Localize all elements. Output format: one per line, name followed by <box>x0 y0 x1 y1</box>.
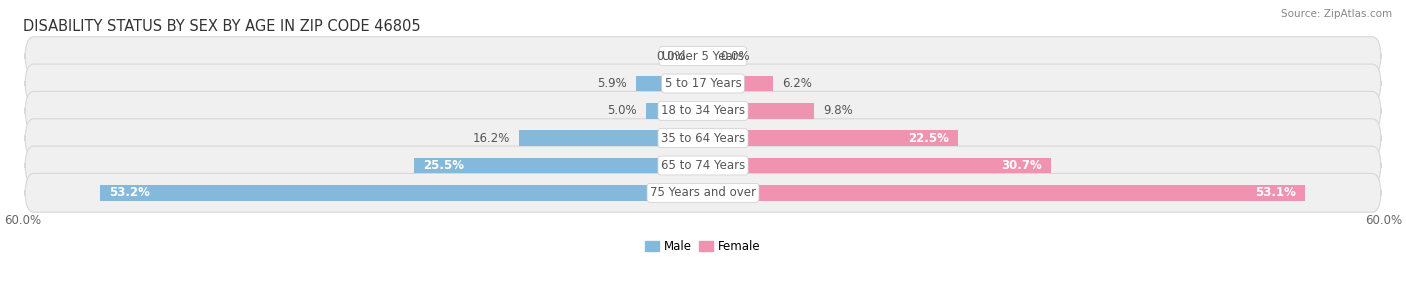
Bar <box>703 76 773 92</box>
Text: 75 Years and over: 75 Years and over <box>650 186 756 199</box>
Text: 9.8%: 9.8% <box>823 104 853 117</box>
Text: 65 to 74 Years: 65 to 74 Years <box>661 159 745 172</box>
Bar <box>703 185 1305 201</box>
Text: 18 to 34 Years: 18 to 34 Years <box>661 104 745 117</box>
Text: 22.5%: 22.5% <box>908 132 949 145</box>
Legend: Male, Female: Male, Female <box>645 240 761 253</box>
Bar <box>636 76 703 92</box>
Text: DISABILITY STATUS BY SEX BY AGE IN ZIP CODE 46805: DISABILITY STATUS BY SEX BY AGE IN ZIP C… <box>22 19 420 34</box>
Bar <box>647 103 703 119</box>
FancyBboxPatch shape <box>25 146 1381 185</box>
FancyBboxPatch shape <box>25 92 1381 130</box>
Text: Under 5 Years: Under 5 Years <box>662 50 744 63</box>
Bar <box>413 157 703 173</box>
Bar <box>100 185 703 201</box>
FancyBboxPatch shape <box>25 119 1381 157</box>
Text: 53.1%: 53.1% <box>1256 186 1296 199</box>
Text: 25.5%: 25.5% <box>423 159 464 172</box>
Bar <box>703 130 957 146</box>
Text: 5 to 17 Years: 5 to 17 Years <box>665 77 741 90</box>
Text: 30.7%: 30.7% <box>1001 159 1042 172</box>
Text: 5.0%: 5.0% <box>607 104 637 117</box>
Text: 6.2%: 6.2% <box>782 77 813 90</box>
Text: 53.2%: 53.2% <box>108 186 150 199</box>
Text: Source: ZipAtlas.com: Source: ZipAtlas.com <box>1281 9 1392 19</box>
FancyBboxPatch shape <box>25 37 1381 76</box>
Bar <box>519 130 703 146</box>
Text: 35 to 64 Years: 35 to 64 Years <box>661 132 745 145</box>
Text: 16.2%: 16.2% <box>472 132 510 145</box>
Text: 5.9%: 5.9% <box>598 77 627 90</box>
Text: 0.0%: 0.0% <box>657 50 686 63</box>
Bar <box>703 103 814 119</box>
Bar <box>703 157 1052 173</box>
FancyBboxPatch shape <box>25 64 1381 103</box>
FancyBboxPatch shape <box>25 173 1381 212</box>
Text: 0.0%: 0.0% <box>720 50 749 63</box>
